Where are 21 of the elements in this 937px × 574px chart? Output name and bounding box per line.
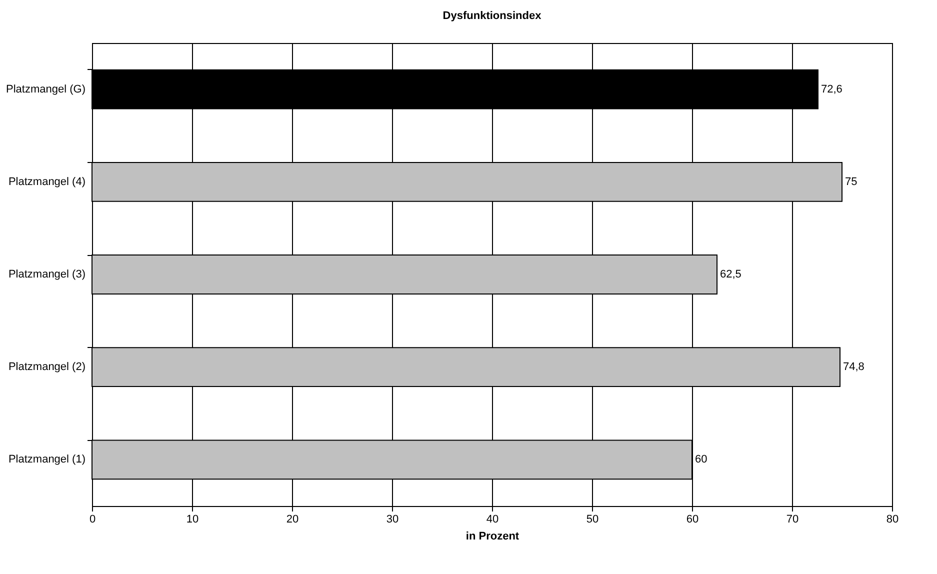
x-tick-label: 50 (586, 514, 599, 526)
x-tick-label: 80 (886, 514, 899, 526)
x-tick-label: 30 (386, 514, 399, 526)
y-tick-label: Platzmangel (1) (8, 454, 86, 466)
x-tick-label: 0 (89, 514, 96, 526)
data-label: 75 (845, 176, 858, 188)
x-tick-label: 60 (686, 514, 699, 526)
y-tick-label: Platzmangel (4) (8, 176, 86, 188)
x-tick-label: 10 (186, 514, 199, 526)
y-tick-label: Platzmangel (G) (6, 83, 86, 96)
data-label: 60 (695, 454, 708, 466)
x-tick-label: 70 (786, 514, 799, 526)
data-label: 62,5 (720, 268, 742, 280)
x-tick-label: 40 (486, 514, 499, 526)
x-axis-title: in Prozent (466, 530, 520, 542)
chart-title: Dysfunktionsindex (442, 10, 542, 22)
y-tick-label: Platzmangel (2) (8, 361, 86, 374)
data-label: 72,6 (821, 83, 842, 96)
x-tick-label: 20 (286, 514, 299, 526)
y-tick-label: Platzmangel (3) (8, 268, 86, 280)
data-label: 74,8 (843, 361, 864, 374)
